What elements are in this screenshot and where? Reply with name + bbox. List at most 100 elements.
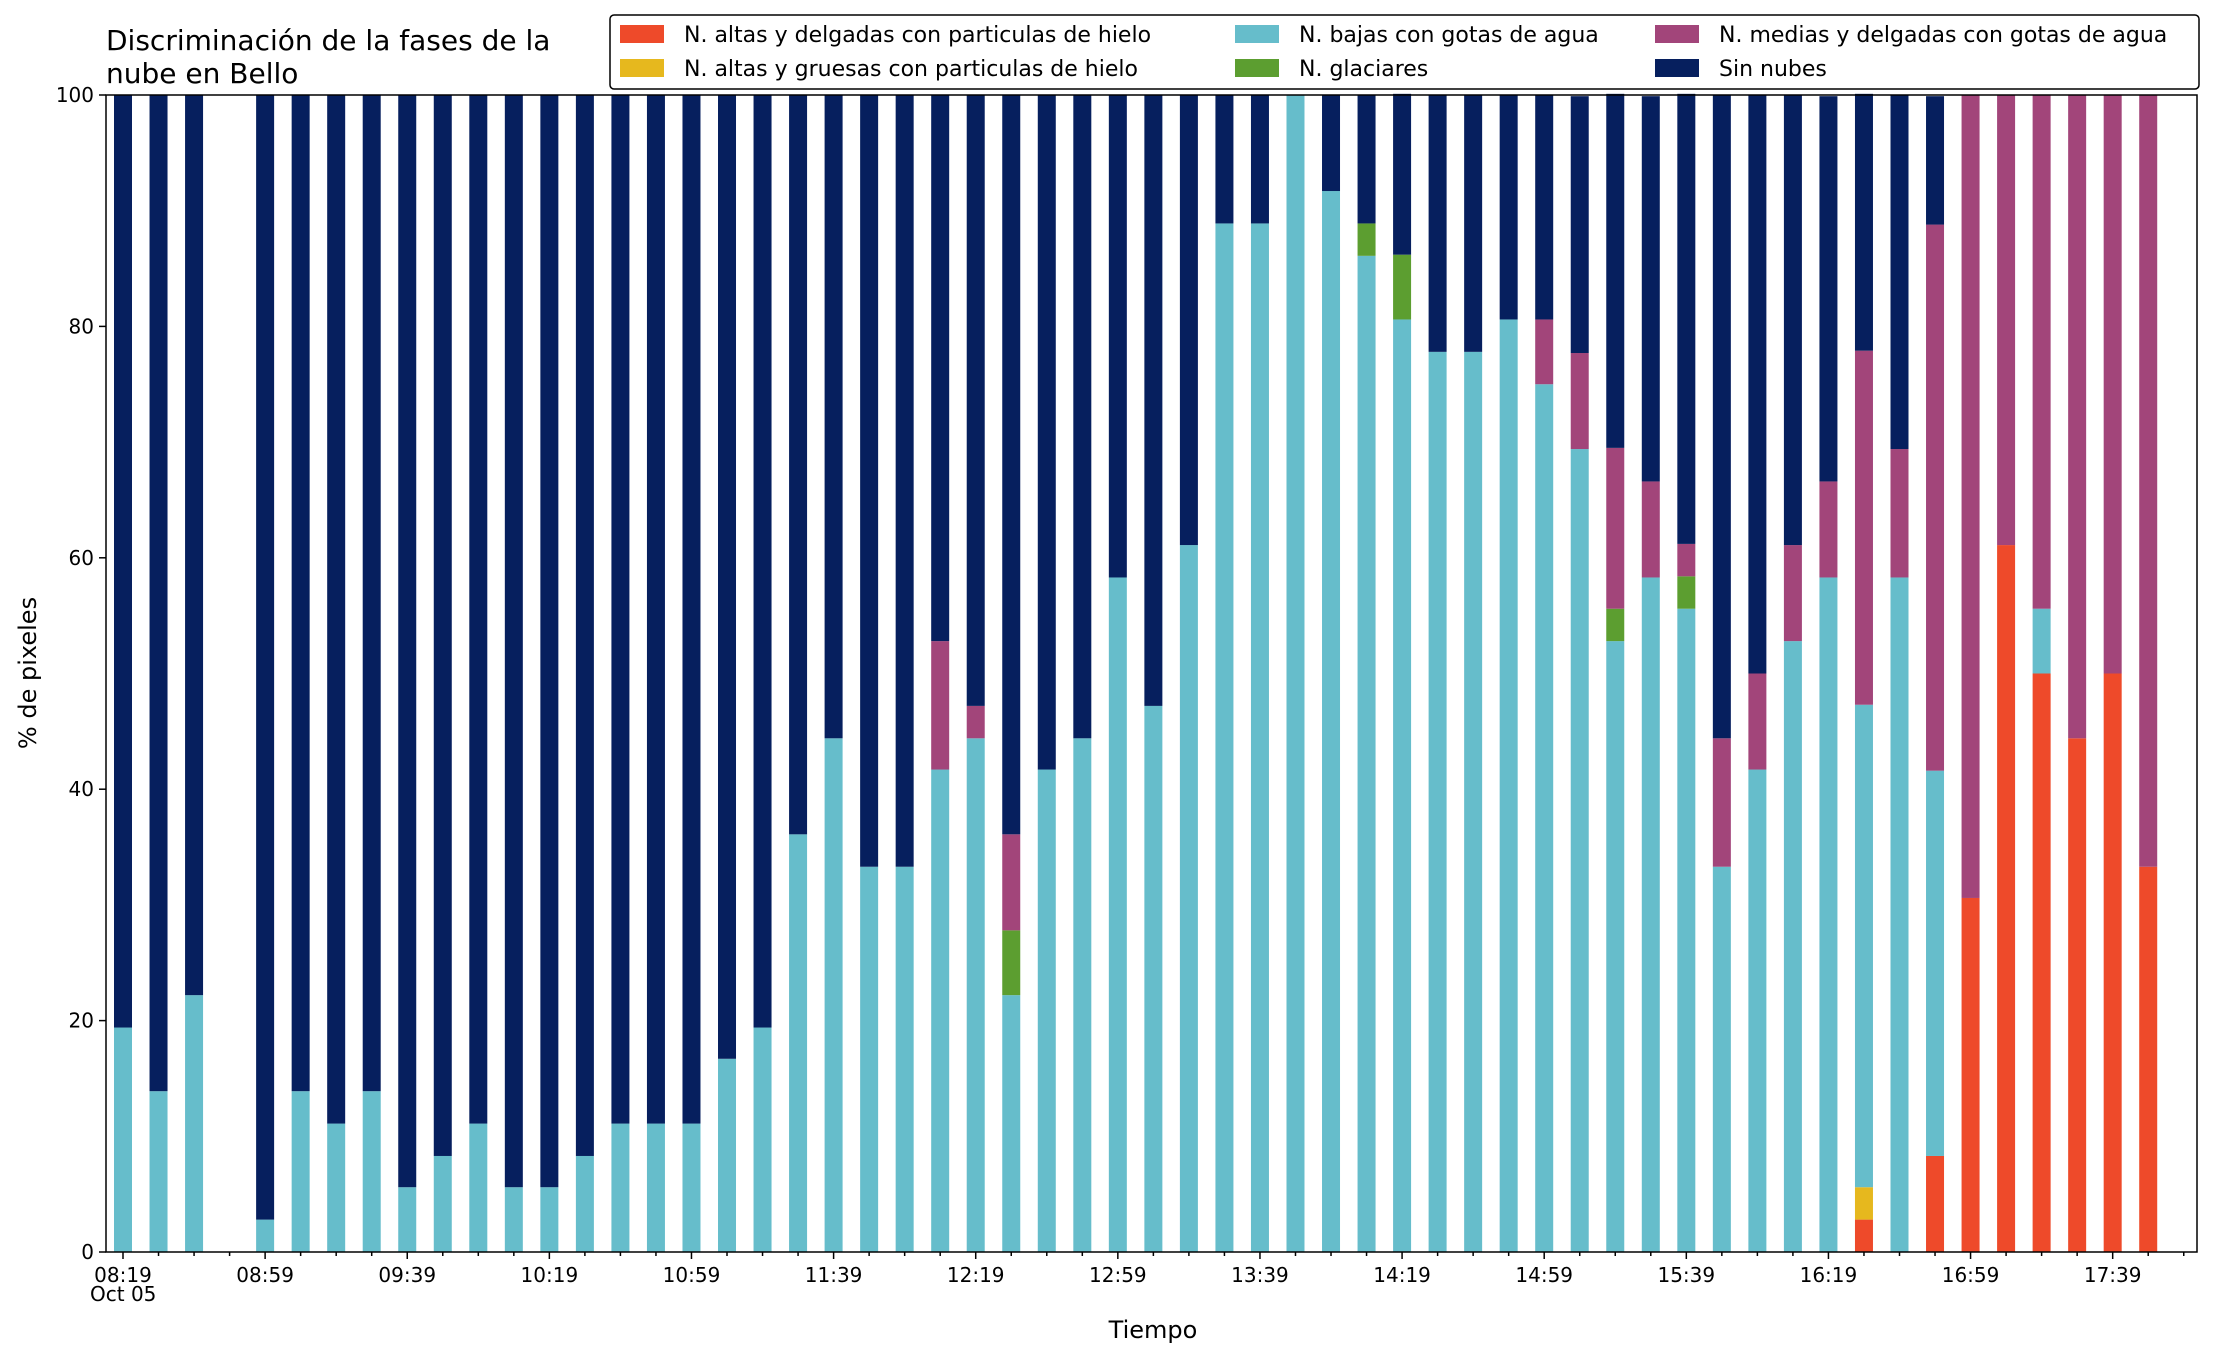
bar-segment-2-1129 [789,834,808,1252]
bar-segment-2-1329 [1215,223,1234,1253]
x-tick-label: 14:59 [1515,1263,1573,1287]
bar-segment-4-1559 [1748,673,1767,770]
x-tick-label: 08:59 [236,1263,294,1287]
bar-segment-2-1349 [1286,95,1305,1252]
bar-segment-5-1009 [504,95,523,1188]
bar-segment-2-1359 [1322,191,1341,1252]
bar-segment-5-1649 [1926,96,1945,225]
legend-swatch [1655,25,1699,43]
bar-segment-2-1539 [1677,608,1696,1252]
bar-segment-2-1459 [1535,384,1554,1252]
bar-segment-5-1139 [824,95,843,739]
x-tick-label: 12:19 [947,1263,1005,1287]
bar-segment-2-0909 [291,1091,310,1252]
bar-segment-2-1449 [1499,319,1518,1253]
bar-segment-5-0929 [362,95,381,1092]
bar-segment-0-1739 [2103,673,2122,1252]
y-tick-label: 20 [69,1009,94,1033]
bar-segment-5-1239 [1037,95,1056,770]
bar-segment-5-0819 [114,95,132,1028]
bar-segment-5-1219 [966,95,985,706]
bar-segment-1-1629 [1854,1187,1873,1220]
legend: N. altas y delgadas con particulas de hi… [609,14,2200,90]
bar-segment-3-1409 [1357,223,1376,256]
bar-segment-4-1229 [1002,834,1021,931]
bar-segment-4-1749 [2139,95,2158,867]
bar-segment-4-1629 [1854,350,1873,705]
bar-segment-3-1229 [1002,930,1021,996]
x-tick-label: 16:59 [1942,1263,2000,1287]
bar-segment-5-1339 [1250,95,1269,224]
bars-group [114,93,2158,1253]
bar-segment-4-1709 [1997,95,2016,546]
bar-segment-2-1049 [646,1123,665,1252]
bar-segment-2-1209 [931,769,950,1252]
bar-segment-2-1719 [2032,608,2051,674]
bar-segment-5-1049 [646,95,665,1124]
bar-segment-5-1119 [753,95,772,1028]
bar-segment-3-1519 [1606,608,1625,642]
bar-segment-2-1649 [1926,770,1945,1156]
legend-label: N. medias y delgadas con gotas de agua [1719,23,2167,48]
bar-segment-5-1159 [895,95,914,867]
bar-segment-2-1549 [1712,866,1731,1252]
y-tick-label: 40 [69,777,94,801]
bar-segment-5-1229 [1002,95,1021,835]
bar-segment-4-1739 [2103,95,2122,674]
bar-segment-3-1539 [1677,576,1696,609]
bar-segment-0-1729 [2068,738,2087,1252]
bar-segment-4-1729 [2068,95,2087,739]
bar-segment-2-0829 [149,1091,168,1252]
bar-segment-5-0859 [256,95,275,1220]
bar-segment-5-1409 [1357,95,1376,224]
bar-segment-5-1209 [931,95,950,642]
bar-segment-5-1549 [1712,95,1731,739]
bar-segment-2-1039 [611,1123,630,1252]
bar-segment-2-1409 [1357,255,1376,1252]
bar-segment-2-1259 [1108,577,1127,1252]
bar-segment-5-1639 [1890,95,1909,450]
bar-segment-5-1029 [575,95,594,1156]
bar-segment-5-1039 [611,95,630,1124]
bar-segment-2-1249 [1073,738,1092,1252]
bar-segment-2-1149 [860,866,879,1252]
bar-segment-0-1629 [1854,1219,1873,1252]
bar-segment-4-1549 [1712,738,1731,867]
bar-segment-4-1719 [2032,95,2051,609]
bar-segment-5-1429 [1428,95,1447,352]
bar-segment-4-1209 [931,641,950,770]
bar-segment-2-1159 [895,866,914,1252]
bar-segment-2-1439 [1464,351,1483,1253]
bar-segment-5-1559 [1748,95,1767,674]
bar-segment-5-0829 [149,95,168,1092]
bar-segment-4-1639 [1890,449,1909,578]
bar-segment-5-1319 [1179,95,1198,546]
bar-segment-5-1259 [1108,95,1127,578]
bar-segment-5-1249 [1073,95,1092,739]
bar-segment-2-1119 [753,1027,772,1252]
bar-segment-2-1239 [1037,769,1056,1252]
bar-segment-5-0909 [291,95,310,1092]
y-tick-label: 0 [81,1240,94,1264]
bar-segment-5-1109 [718,95,737,1059]
x-date-label: Oct 05 [90,1282,156,1306]
bar-segment-5-1329 [1215,95,1234,224]
bar-segment-0-1709 [1997,545,2016,1252]
bar-segment-2-0949 [433,1155,452,1252]
bar-segment-4-1509 [1570,353,1589,450]
bar-segment-5-1059 [682,95,701,1124]
bar-segment-2-1609 [1783,641,1802,1252]
legend-label: N. altas y delgadas con particulas de hi… [684,23,1151,48]
bar-segment-2-1019 [540,1187,559,1252]
bar-segment-4-1459 [1535,319,1554,385]
bar-segment-0-1649 [1926,1155,1945,1252]
legend-swatch [620,25,664,43]
bar-segment-2-0929 [362,1091,381,1252]
legend-label: N. bajas con gotas de agua [1299,23,1599,48]
bar-segment-2-1229 [1002,995,1021,1252]
y-axis-title: % de pixeles [14,597,42,749]
bar-segment-2-0959 [469,1123,488,1252]
bar-segment-0-1719 [2032,673,2051,1252]
bar-segment-2-1419 [1393,319,1412,1253]
